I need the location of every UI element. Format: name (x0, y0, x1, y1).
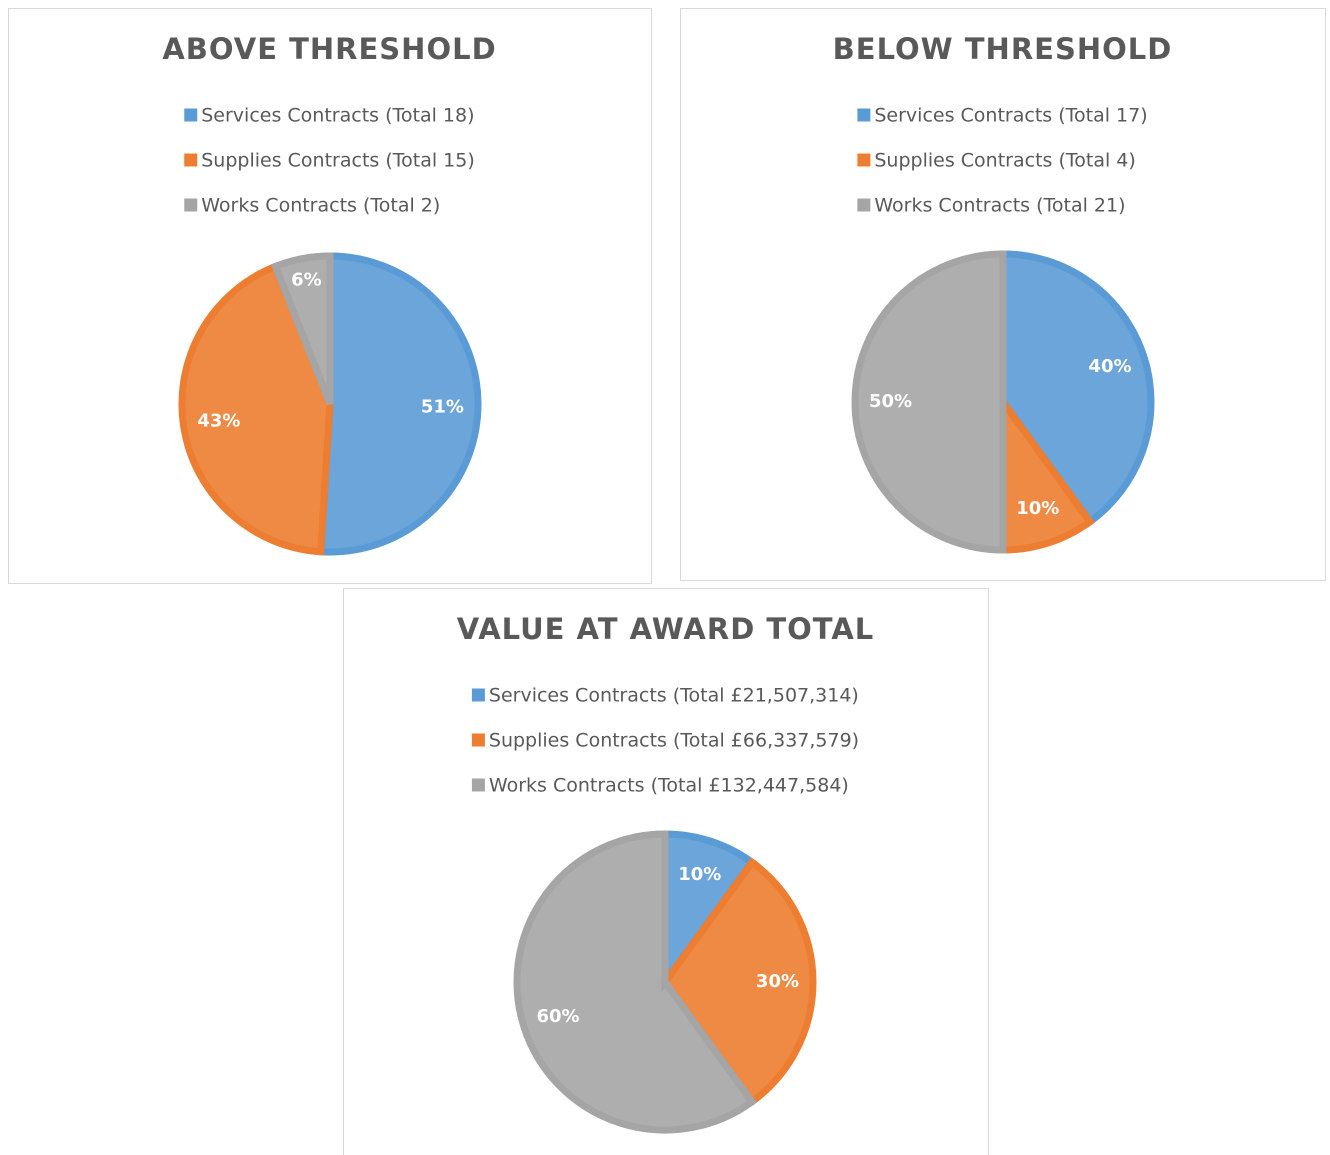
legend-swatch (857, 198, 871, 212)
legend-label: Services Contracts (Total 18) (201, 105, 474, 127)
legend: Services Contracts (Total £21,507,314) Su… (471, 685, 859, 797)
data-label: 30% (756, 971, 799, 992)
pie-slice (270, 252, 334, 406)
chart-panel: VALUE AT AWARD TOTAL Services Contracts (… (343, 588, 989, 1155)
legend-label: Services Contracts (Total £21,507,314) (489, 685, 859, 707)
legend: Services Contracts (Total 17) Supplies Co… (857, 105, 1148, 217)
legend-swatch (857, 108, 871, 122)
legend-swatch (184, 198, 198, 212)
legend-label: Works Contracts (Total 21) (874, 195, 1125, 217)
chart-panel: ABOVE THRESHOLD Services Contracts (Total… (8, 8, 652, 584)
legend-label: Supplies Contracts (Total 15) (201, 150, 475, 172)
pie-slice (660, 857, 817, 1107)
legend-label: Supplies Contracts (Total £66,337,579) (489, 730, 859, 752)
data-label: 50% (869, 391, 912, 412)
legend-swatch (471, 778, 485, 792)
chart-panel: BELOW THRESHOLD Services Contracts (Total… (680, 8, 1326, 581)
pie-slice (178, 261, 334, 556)
legend-swatch (184, 108, 198, 122)
legend-label: Works Contracts (Total 2) (201, 195, 440, 217)
legend-label: Supplies Contracts (Total 4) (874, 150, 1135, 172)
data-label: 40% (1088, 356, 1131, 377)
legend-label: Services Contracts (Total 17) (874, 105, 1147, 127)
legend-swatch (471, 733, 485, 747)
data-label: 10% (678, 864, 721, 885)
legend-swatch (184, 153, 198, 167)
data-label: 6% (291, 269, 322, 290)
pie-slice (999, 250, 1155, 527)
legend: Services Contracts (Total 18) Supplies Co… (184, 105, 475, 217)
legend-swatch (471, 688, 485, 702)
data-label: 10% (1016, 498, 1059, 519)
chart-title: BELOW THRESHOLD (833, 32, 1173, 66)
chart-title: VALUE AT AWARD TOTAL (457, 612, 875, 646)
legend-swatch (857, 153, 871, 167)
pie-slice (851, 250, 1007, 554)
pie-slice (316, 252, 482, 556)
pie-slice (513, 830, 757, 1134)
chart-title: ABOVE THRESHOLD (162, 32, 496, 66)
data-label: 60% (536, 1006, 579, 1027)
data-label: 43% (197, 411, 240, 432)
legend-label: Works Contracts (Total £132,447,584) (489, 775, 849, 797)
data-label: 51% (421, 397, 464, 418)
